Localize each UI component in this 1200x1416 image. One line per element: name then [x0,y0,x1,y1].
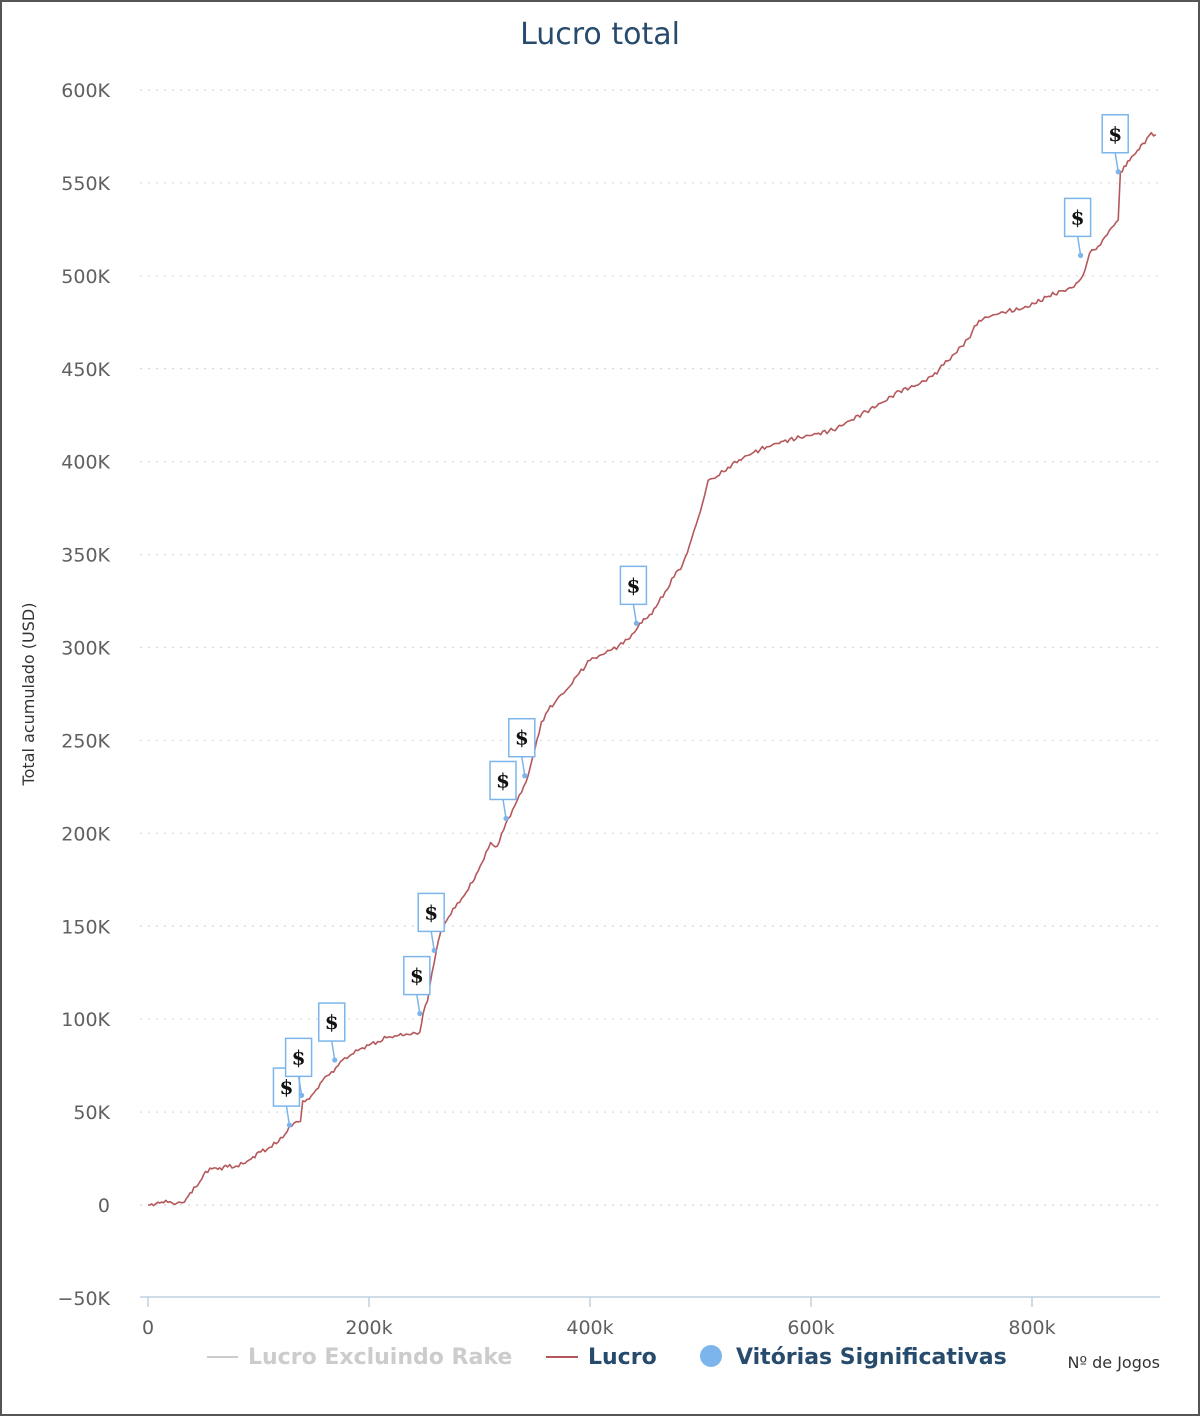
significant-win-point [1115,169,1121,175]
legend-item-lucro-excluindo-rake[interactable]: Lucro Excluindo Rake [207,1345,512,1370]
y-tick-label: 450K [61,359,110,381]
flag-box [284,1037,313,1078]
flag-dollar-icon: $ [515,726,529,750]
legend-label-lucro-excluindo-rake: Lucro Excluindo Rake [248,1345,512,1370]
flag-pole [632,604,638,624]
flag-pole [416,994,421,1014]
chart-title: Lucro total [520,17,680,52]
y-tick-label: 300K [61,638,110,660]
significant-win-point [633,620,640,626]
flag-dollar-icon: $ [424,900,438,924]
significant-win-point [503,815,509,822]
significant-win-flag: $ [317,1002,346,1063]
significant-win-flag: $ [1063,197,1092,258]
x-axis-title: Nº de Jogos [1068,1353,1160,1372]
y-tick-label: 600K [61,80,110,102]
y-tick-label: 250K [61,730,110,752]
significant-win-flag: $ [284,1037,313,1098]
x-axis: 0 200k 400k 600k 800k [140,1296,1160,1339]
y-tick-label: −50K [57,1288,110,1310]
significant-win-flag: $ [1101,114,1129,175]
flag-box [1063,197,1092,238]
flag-box [619,565,648,606]
flag-pole [331,1040,336,1061]
significant-win-point [298,1092,305,1098]
flag-pole [1076,236,1082,256]
legend-label-lucro: Lucro [588,1345,657,1370]
series-lines [148,131,1157,1207]
series-line-lucro [148,131,1157,1207]
flag-box [417,892,445,933]
x-tick-label: 600k [787,1317,834,1339]
significant-win-flag: $ [403,955,431,1017]
flag-dollar-icon: $ [626,573,640,597]
significant-win-flag: $ [619,565,648,626]
flag-box [1101,114,1129,154]
y-tick-label: 500K [61,266,110,288]
significant-win-point [522,773,528,779]
significant-win-flag: $ [489,760,517,822]
significant-win-point [417,1010,423,1017]
significant-win-point [1078,252,1084,258]
x-tick-label: 200k [345,1317,392,1339]
y-tick-label: 100K [61,1009,110,1031]
flag-pole [285,1105,291,1126]
y-tick-label: 400K [61,452,110,474]
significant-win-point [286,1122,293,1128]
significant-win-point [332,1057,338,1063]
legend-label-vitorias-significativas: Vitórias Significativas [736,1345,1007,1370]
significant-win-point [431,947,437,954]
flag-pole [502,799,507,819]
legend-item-vitorias-significativas[interactable]: Vitórias Significativas [700,1345,1007,1370]
grid-lines [140,89,1160,1206]
y-axis-title: Total acumulado (USD) [19,603,38,787]
flag-dollar-icon: $ [1108,122,1122,146]
flag-dollar-icon: $ [279,1075,293,1099]
significant-win-flag: $ [508,717,536,779]
significant-wins-markers: $$$$$$$$$$ [272,114,1129,1128]
significant-win-flag: $ [417,892,445,954]
legend: Lucro Excluindo Rake Lucro Vitórias Sign… [207,1345,1007,1370]
x-tick-label: 800k [1008,1317,1055,1339]
flag-box [508,717,536,758]
y-axis-ticks: −50K 0 50K 100K 150K 200K 250K 300K 350K 400K 450K… [57,80,110,1310]
y-tick-label: 550K [61,173,110,195]
flag-pole [521,756,526,776]
flag-dollar-icon: $ [410,964,424,988]
flag-box [489,760,517,801]
flag-box [317,1002,346,1042]
flag-pole [1114,152,1119,172]
y-tick-label: 50K [73,1102,110,1124]
legend-item-lucro[interactable]: Lucro [546,1345,657,1370]
x-tick-label: 0 [142,1317,154,1339]
y-tick-label: 150K [61,916,110,938]
flag-dollar-icon: $ [496,768,510,792]
flag-pole [297,1076,303,1096]
y-tick-label: 200K [61,823,110,845]
flag-dollar-icon: $ [292,1045,306,1069]
flag-dollar-icon: $ [325,1010,339,1034]
x-tick-label: 400k [566,1317,613,1339]
y-tick-label: 350K [61,545,110,567]
flag-dollar-icon: $ [1071,205,1085,229]
y-tick-label: 0 [98,1195,110,1217]
flag-pole [430,931,435,951]
flag-box [403,955,431,996]
legend-marker-vitorias-significativas [700,1345,722,1367]
